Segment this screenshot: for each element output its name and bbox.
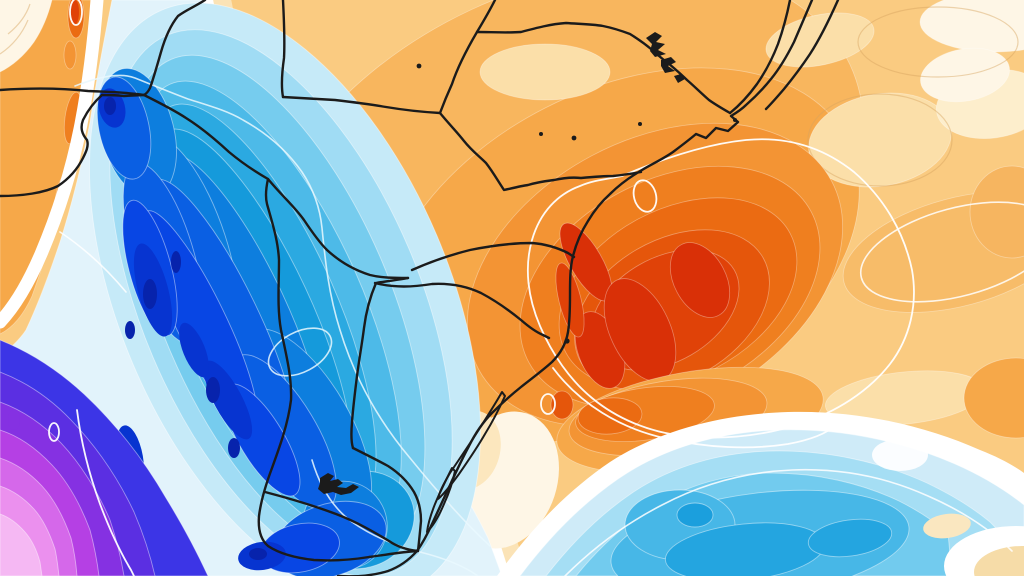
- border-line: [142, 93, 410, 280]
- small-lake: [571, 135, 577, 141]
- border-line: [728, 0, 792, 115]
- border-line: [0, 93, 104, 198]
- border-line: [350, 276, 410, 450]
- border-line: [257, 177, 419, 562]
- contour-cold-loop: [267, 327, 333, 377]
- border-line: [438, 111, 643, 192]
- small-lake: [539, 132, 543, 136]
- contour-tiny-ring: [540, 393, 556, 415]
- border-line: [0, 87, 146, 97]
- west-edge-warm-strip: [0, 0, 104, 335]
- coastline: [336, 0, 814, 576]
- contour-cream-ring: [859, 201, 1024, 303]
- border-line: [373, 281, 551, 340]
- lagoon-outline: [426, 467, 456, 533]
- border-line: [438, 0, 497, 115]
- coastline-path: [336, 0, 814, 576]
- border-line: [281, 95, 442, 115]
- cold-extreme-specks: [104, 97, 267, 560]
- small-lake: [416, 63, 422, 69]
- coastal-island: [733, 118, 737, 122]
- political-borders: [0, 0, 840, 562]
- lakes-and-lagoons: [318, 32, 737, 533]
- white-contour-lines: [48, 0, 1024, 576]
- border-line: [142, 0, 207, 97]
- contour-violet-ring: [48, 422, 60, 442]
- reservoir-lake: [674, 74, 685, 83]
- contour-cold-line: [74, 74, 491, 547]
- contour-cold-arc: [59, 231, 127, 293]
- reservoir-lake: [318, 473, 359, 495]
- cold-anomaly-mass: [0, 0, 503, 576]
- border-line: [475, 21, 732, 115]
- contour-ocean-line: [564, 468, 1013, 576]
- contour-violet-line: [76, 409, 135, 576]
- border-line: [280, 0, 286, 99]
- contour-cold-line-2: [311, 459, 479, 576]
- contour-hot-core-ring: [527, 138, 915, 439]
- border-line: [351, 446, 423, 553]
- small-lake: [638, 122, 642, 126]
- very-cold-core: [0, 339, 209, 576]
- border-line: [100, 93, 146, 98]
- reservoir-lake: [646, 32, 666, 57]
- border-line: [764, 0, 840, 111]
- contour-streak-ring: [69, 0, 83, 26]
- contour-small-ring: [632, 179, 658, 213]
- border-line: [263, 490, 420, 553]
- reservoir-lake: [661, 57, 676, 73]
- coastal-island: [564, 338, 570, 344]
- border-line: [410, 241, 576, 272]
- contour-offshore-arc: [552, 367, 837, 449]
- coastal-hot-streak: [555, 222, 731, 389]
